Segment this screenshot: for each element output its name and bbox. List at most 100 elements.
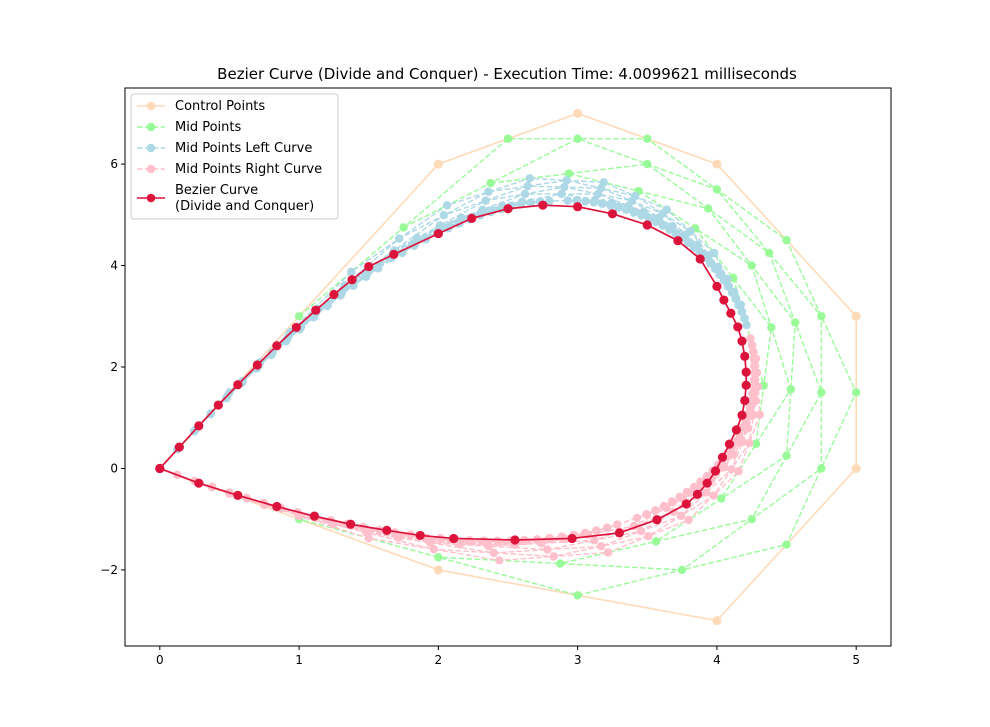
- bezier-curve-point: [702, 478, 712, 488]
- mid-point-left: [442, 201, 452, 210]
- mid-point: [767, 323, 776, 332]
- mid-point-line: [694, 227, 773, 444]
- mid-point-right: [727, 465, 736, 474]
- legend-label: Control Points: [175, 99, 265, 114]
- mid-point: [643, 134, 652, 143]
- bezier-curve-point: [194, 421, 204, 431]
- bezier-curve-point: [233, 490, 243, 500]
- mid-point-left: [651, 217, 661, 227]
- control-point: [712, 616, 722, 626]
- bezier-curve-point: [538, 200, 548, 210]
- mid-point-right: [702, 488, 711, 497]
- bezier-curve-point: [717, 452, 728, 462]
- bezier-curve-point: [726, 308, 736, 318]
- x-tick-label: 3: [574, 653, 582, 667]
- mid-point-left: [705, 259, 715, 268]
- bezier-curve-point: [389, 249, 399, 259]
- bezier-curve-point: [213, 400, 223, 410]
- mid-point-left: [323, 301, 332, 311]
- mid-point: [486, 178, 495, 188]
- mid-point: [751, 439, 761, 449]
- y-tick-label: −2: [100, 563, 118, 577]
- mid-point-right: [675, 492, 684, 502]
- mid-point-right: [613, 520, 622, 529]
- bezier-curve-point: [710, 466, 721, 476]
- legend-label: Mid Points Left Curve: [175, 141, 312, 156]
- control-point: [851, 463, 861, 473]
- mid-point-right: [429, 545, 439, 554]
- mid-point-left: [614, 203, 623, 212]
- bezier-curve-point: [567, 533, 577, 544]
- mid-point-right: [592, 526, 601, 535]
- x-tick-label: 5: [852, 653, 860, 667]
- y-tick-label: 4: [110, 259, 118, 273]
- x-tick-label: 4: [713, 653, 721, 667]
- mid-point-right: [479, 536, 488, 545]
- mid-point-left: [671, 229, 681, 239]
- bezier-curve-point: [614, 528, 625, 538]
- mid-point-right: [642, 510, 651, 519]
- mid-point-left: [394, 234, 404, 243]
- mid-point-right: [596, 542, 606, 551]
- y-tick-label: 2: [110, 360, 118, 374]
- mid-point-left: [545, 196, 554, 206]
- control-point: [433, 565, 443, 575]
- mid-point: [817, 312, 826, 321]
- bezier-curve-line: [159, 204, 748, 541]
- mid-point-right: [465, 535, 474, 545]
- mid-point-right: [733, 436, 742, 445]
- bezier-curve-point: [503, 204, 513, 214]
- bezier-curve-point: [272, 501, 282, 512]
- mid-point: [573, 591, 582, 600]
- mid-point-left: [737, 307, 746, 316]
- mid-point-right: [489, 548, 499, 558]
- mid-point-right: [747, 341, 757, 350]
- mid-point: [764, 248, 774, 258]
- mid-point-left: [629, 208, 639, 217]
- mid-point-right: [549, 552, 558, 561]
- mid-point-left: [484, 187, 493, 197]
- bezier-curve-point: [415, 530, 425, 541]
- mid-point-right: [749, 354, 759, 364]
- mid-point: [712, 185, 722, 194]
- bezier-curve-point: [642, 220, 652, 230]
- mid-point-left: [589, 198, 599, 207]
- mid-point: [817, 464, 826, 473]
- mid-point: [782, 235, 791, 245]
- mid-point: [399, 223, 408, 232]
- mid-point-right: [495, 556, 504, 565]
- mid-point: [564, 169, 574, 178]
- mid-point-right: [580, 528, 590, 538]
- mid-point-right: [696, 477, 705, 486]
- mid-point: [556, 559, 565, 568]
- bezier-curve-point: [573, 202, 583, 212]
- control-point: [851, 311, 861, 321]
- bezier-curve-point: [467, 213, 477, 223]
- bezier-curve-point: [724, 439, 735, 449]
- mid-point-right: [493, 536, 502, 546]
- legend-swatch-marker: [146, 143, 156, 153]
- legend-swatch-marker: [146, 122, 156, 132]
- bezier-curve-point: [719, 295, 729, 305]
- x-tick-label: 2: [435, 653, 443, 667]
- mid-point-right: [590, 536, 599, 545]
- mid-point-left: [727, 288, 737, 297]
- mid-point-right: [684, 515, 693, 525]
- mid-point-left: [715, 270, 724, 279]
- mid-point-left: [581, 197, 590, 206]
- mid-point: [573, 134, 582, 143]
- mid-point-left: [637, 211, 646, 220]
- mid-point-left-line: [270, 328, 301, 356]
- legend-swatch-marker: [146, 101, 156, 111]
- mid-point-left: [557, 189, 566, 199]
- bezier-curve-point: [272, 341, 282, 351]
- mid-point-right: [636, 526, 646, 536]
- mid-point: [704, 204, 713, 213]
- mid-point-left: [598, 199, 607, 209]
- bezier-curve-point: [740, 351, 750, 361]
- bezier-curve-point: [346, 519, 356, 529]
- bezier-curve-point: [510, 535, 520, 545]
- control-point: [712, 159, 722, 169]
- legend-label: (Divide and Conquer): [175, 199, 314, 214]
- mid-point-right: [748, 389, 757, 398]
